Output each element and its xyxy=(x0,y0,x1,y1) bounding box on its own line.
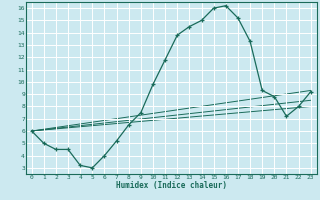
X-axis label: Humidex (Indice chaleur): Humidex (Indice chaleur) xyxy=(116,181,227,190)
